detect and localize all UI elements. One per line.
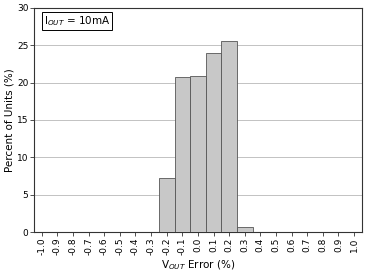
Bar (159, 178, 175, 232)
Bar (206, 53, 221, 232)
Text: I$_{OUT}$ = 10mA: I$_{OUT}$ = 10mA (44, 14, 111, 28)
Bar (190, 76, 206, 232)
Y-axis label: Percent of Units (%): Percent of Units (%) (4, 68, 14, 172)
Bar (237, 227, 253, 232)
X-axis label: V$_{OUT}$ Error (%): V$_{OUT}$ Error (%) (161, 258, 235, 272)
Bar (221, 41, 237, 232)
Bar (175, 77, 190, 232)
